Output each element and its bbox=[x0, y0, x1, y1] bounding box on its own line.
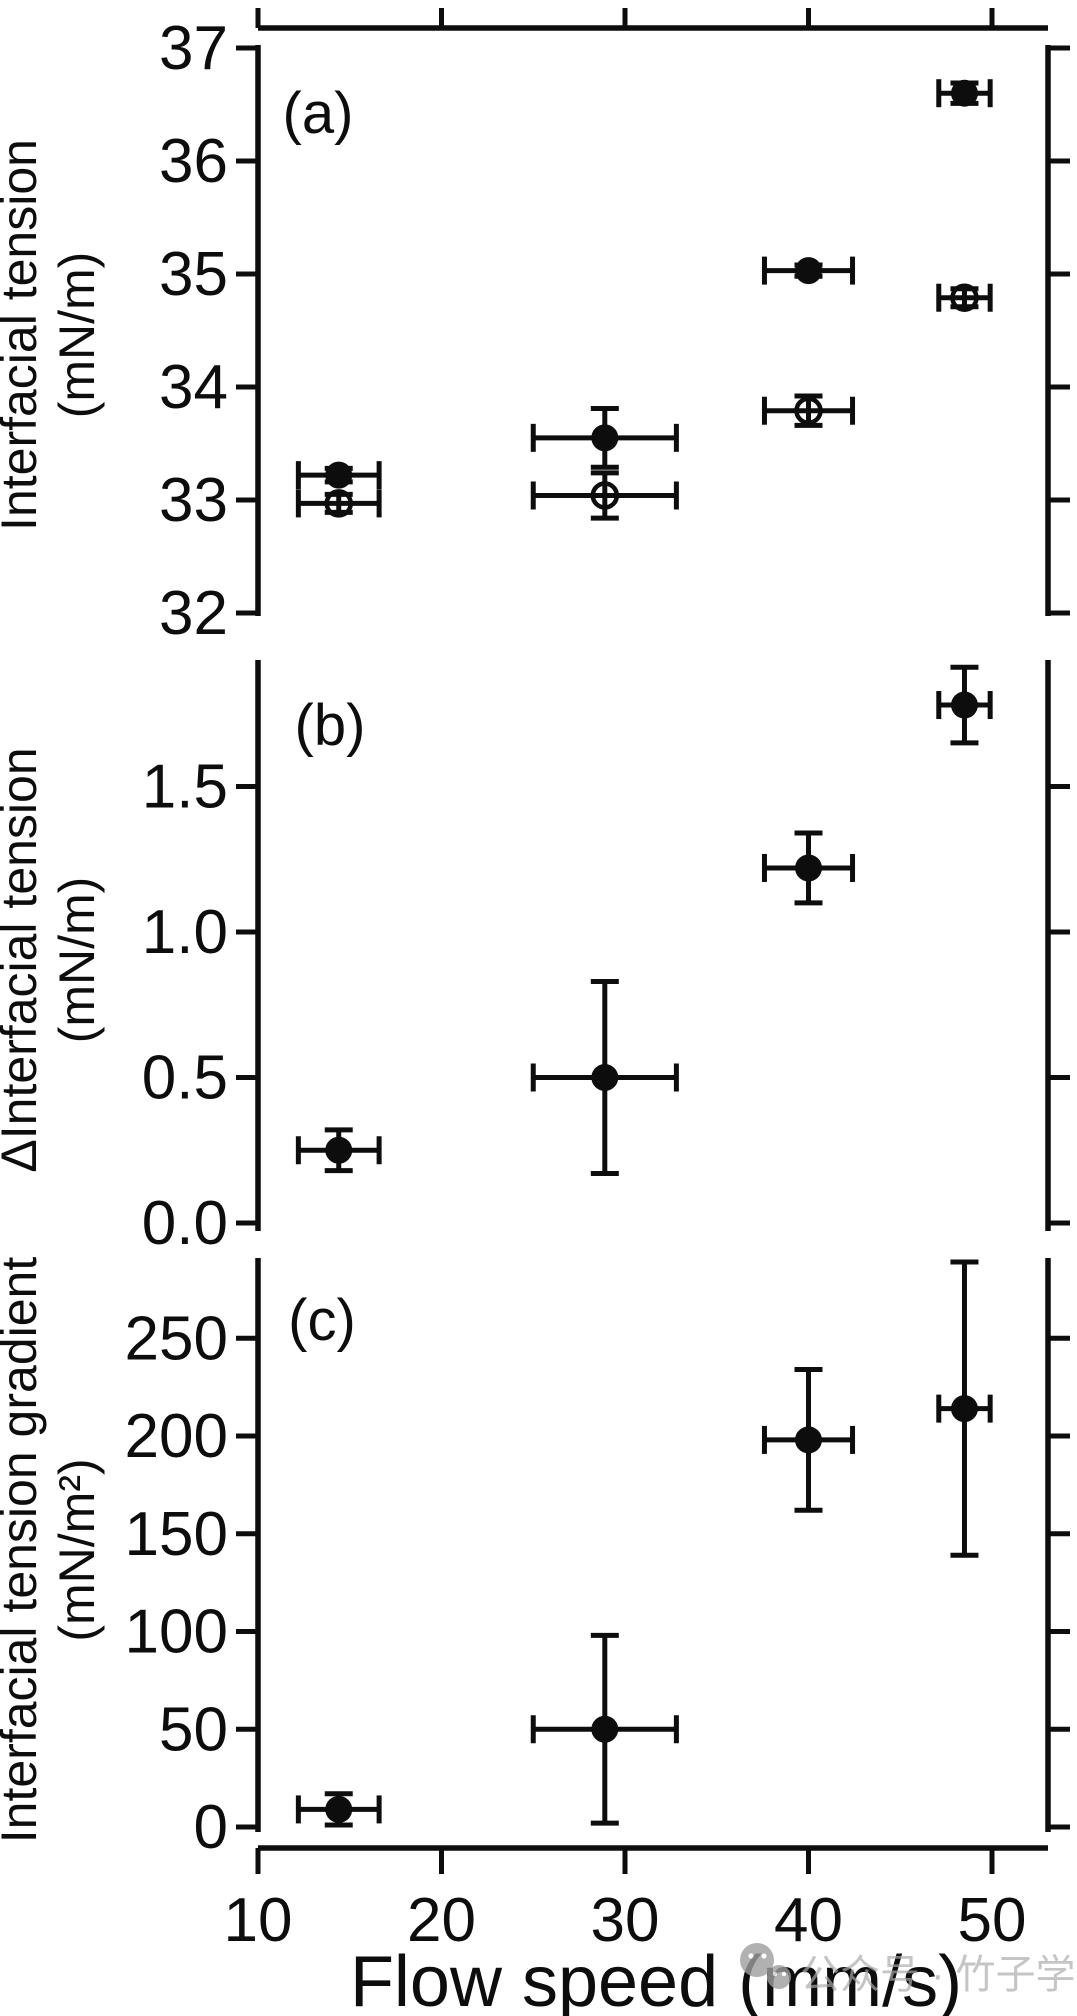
panel-letter: (a) bbox=[283, 81, 354, 146]
data-point-open-circle bbox=[950, 283, 979, 312]
filled-circle-series bbox=[295, 664, 993, 1177]
panel-b: 1.5 1.0 0.5 0.0 (b) ΔInterfacial tension(mN/m… bbox=[0, 660, 1070, 1258]
watermark: 公众号 · 竹子学术 bbox=[740, 1943, 1077, 1997]
y-axis-left: 250 200 150 100 50 0 bbox=[125, 1258, 261, 1862]
panel-letter: (c) bbox=[288, 1288, 356, 1353]
y-axis-title-line: (mN/m) bbox=[49, 252, 105, 419]
y-axis-title: ΔInterfacial tension(mN/m) bbox=[0, 747, 105, 1172]
y-tick-label: 0 bbox=[194, 1793, 228, 1862]
error-bars bbox=[295, 1127, 382, 1174]
data-point-filled-circle bbox=[950, 1395, 978, 1423]
y-tick-label: 33 bbox=[159, 466, 228, 535]
bubble-eye bbox=[781, 1971, 787, 1977]
y-axis-right bbox=[1045, 1258, 1070, 1832]
y-tick-label: 200 bbox=[125, 1402, 228, 1471]
y-axis-left: 37 36 35 34 33 32 bbox=[159, 14, 261, 648]
y-axis-title-line: (mN/m) bbox=[49, 877, 105, 1044]
x-tick-label: 50 bbox=[958, 1886, 1027, 1955]
data-point-filled-circle bbox=[591, 1715, 619, 1743]
data-point-filled-circle bbox=[325, 1136, 353, 1164]
y-tick-label: 35 bbox=[159, 240, 228, 309]
y-axis-title-line: (mN/m²) bbox=[49, 1458, 105, 1641]
data-point-filled-circle bbox=[950, 691, 978, 719]
y-tick-label: 250 bbox=[125, 1304, 228, 1373]
error-bars bbox=[530, 470, 679, 521]
x-axis-top bbox=[255, 8, 1048, 31]
data-point-filled-circle bbox=[325, 461, 353, 489]
error-bars bbox=[295, 489, 382, 518]
data-point-open-circle bbox=[794, 396, 823, 425]
filled-circle-series bbox=[295, 1259, 993, 1828]
open-circle-series bbox=[295, 283, 993, 521]
bubble-large bbox=[740, 1943, 774, 1977]
watermark-text: 公众号 · 竹子学术 bbox=[800, 1953, 1077, 1997]
x-tick-label: 40 bbox=[774, 1886, 843, 1955]
bubble-eye bbox=[772, 1971, 778, 1977]
y-tick-label: 150 bbox=[125, 1500, 228, 1569]
y-axis-left: 1.5 1.0 0.5 0.0 bbox=[142, 660, 261, 1258]
y-axis-title-line: ΔInterfacial tension bbox=[0, 747, 47, 1172]
data-point-open-circle bbox=[324, 489, 353, 518]
filled-circle-series bbox=[295, 79, 993, 490]
data-point-filled-circle bbox=[591, 424, 619, 452]
y-tick-label: 32 bbox=[159, 579, 228, 648]
data-point-filled-circle bbox=[591, 1064, 619, 1091]
y-tick-label: 1.0 bbox=[142, 898, 228, 967]
bubble-eye bbox=[761, 1953, 767, 1959]
y-axis-title-line: Interfacial tension gradient bbox=[0, 1257, 47, 1844]
data-point-filled-circle bbox=[795, 257, 822, 285]
y-tick-label: 100 bbox=[125, 1598, 228, 1667]
y-tick-label: 36 bbox=[159, 127, 228, 196]
y-tick-label: 34 bbox=[159, 353, 228, 422]
y-tick-label: 0.0 bbox=[142, 1189, 228, 1258]
bubble-eye bbox=[748, 1953, 754, 1959]
data-point-filled-circle bbox=[795, 1426, 822, 1454]
data-point-open-circle bbox=[590, 481, 620, 510]
panel-a: 37 36 35 34 33 32 (a) Interfacial tension(mN/m) bbox=[0, 8, 1070, 648]
x-axis-title: Flow speed (mm/s) bbox=[350, 1942, 962, 2016]
x-tick-label: 20 bbox=[407, 1886, 476, 1955]
data-point-filled-circle bbox=[325, 1795, 353, 1823]
x-tick-label: 30 bbox=[591, 1886, 660, 1955]
data-point-filled-circle bbox=[795, 854, 822, 882]
panel-c: 250 200 150 100 50 0 (c) Interfacial tension gr… bbox=[0, 1257, 1070, 1862]
y-axis-right bbox=[1045, 45, 1070, 616]
y-axis-right bbox=[1045, 660, 1070, 1231]
data-point-filled-circle bbox=[950, 79, 978, 107]
y-tick-label: 1.5 bbox=[142, 753, 228, 822]
y-tick-label: 37 bbox=[159, 14, 228, 83]
panel-letter: (b) bbox=[295, 693, 366, 758]
y-tick-label: 0.5 bbox=[142, 1044, 228, 1113]
y-axis-title-line: Interfacial tension bbox=[0, 139, 47, 531]
x-tick-label: 10 bbox=[224, 1886, 293, 1955]
wechat-chat-bubbles-icon bbox=[740, 1943, 791, 1989]
bubble-small bbox=[767, 1965, 791, 1989]
y-axis-title: Interfacial tension(mN/m) bbox=[0, 139, 105, 531]
y-axis-title: Interfacial tension gradient(mN/m²) bbox=[0, 1257, 105, 1844]
y-tick-label: 50 bbox=[159, 1695, 228, 1764]
